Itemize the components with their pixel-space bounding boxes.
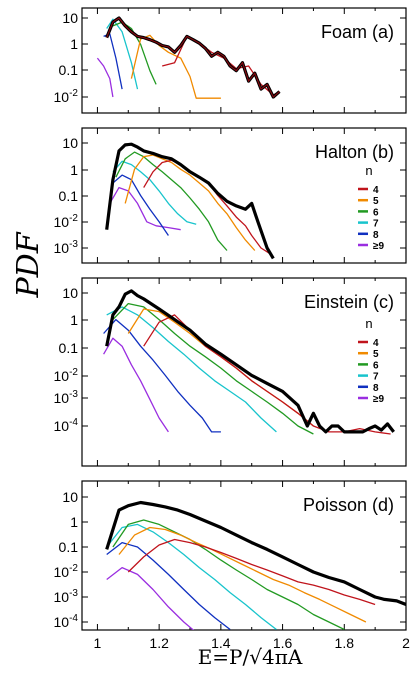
series-group xyxy=(96,16,281,99)
x-axis-label: E=P/√4πA xyxy=(198,645,303,669)
panel-title: Poisson (d) xyxy=(303,495,394,515)
series-line-n6 xyxy=(115,151,228,251)
series-line-all xyxy=(105,289,395,434)
y-tick-label: 1 xyxy=(70,312,78,328)
y-tick-label: 10 xyxy=(62,135,78,151)
y-tick-label: 10-3 xyxy=(54,239,79,256)
legend-entry: 8 xyxy=(373,230,379,241)
y-tick-label: 0.1 xyxy=(59,62,79,78)
y-tick-label: 0.1 xyxy=(59,188,79,204)
series-line-n4 xyxy=(143,314,391,435)
series-line-n9 xyxy=(106,566,195,630)
panel-title: Einstein (c) xyxy=(304,292,394,312)
series-line-n8 xyxy=(103,33,123,90)
y-tick-label: 10-2 xyxy=(54,367,79,384)
panels: 10 1 0.1 10-2 Foam (a) 10 1 0.1 10-2 10-3 Halton (… xyxy=(54,7,407,631)
y-axis-label: PDF xyxy=(11,231,46,298)
panel-4: 10 1 0.1 10-2 10-3 10-4 Poisson (d) xyxy=(54,480,407,631)
series-line-n8 xyxy=(112,174,169,236)
legend-entry: 8 xyxy=(373,383,379,394)
y-tick-label: 1 xyxy=(70,162,78,178)
series-line-n6 xyxy=(112,302,314,435)
series-line-n9 xyxy=(103,337,169,433)
plot-frame xyxy=(81,277,407,467)
legend-entry: 6 xyxy=(373,207,379,218)
y-tick-label: 10-3 xyxy=(54,588,79,605)
legend-entry: 4 xyxy=(373,185,379,196)
panel-1: 10 1 0.1 10-2 Foam (a) xyxy=(54,7,407,114)
y-tick-label: 10-2 xyxy=(54,213,79,230)
plot-frame xyxy=(81,7,407,114)
legend-title: n xyxy=(365,316,372,331)
series-line-n4 xyxy=(143,159,271,255)
panel-title: Foam (a) xyxy=(321,22,394,42)
series-line-n6 xyxy=(112,519,345,630)
series-line-n7 xyxy=(112,160,197,225)
legend-entry: 5 xyxy=(373,196,379,207)
x-tick-label: 1.2 xyxy=(149,635,169,651)
y-tick-label: 10-2 xyxy=(54,88,79,105)
x-tick-label: 1 xyxy=(94,635,102,651)
series-line-n5 xyxy=(118,526,367,623)
series-group xyxy=(105,142,275,260)
series-line-n4 xyxy=(127,538,376,606)
plot-frame xyxy=(81,480,407,631)
legend-entry: 6 xyxy=(373,360,379,371)
legend-entry: ≥9 xyxy=(373,241,384,252)
y-tick-label: 1 xyxy=(70,514,78,530)
y-tick-label: 10-3 xyxy=(54,389,79,406)
series-line-n7 xyxy=(106,306,277,433)
x-tick-labels: 1 1.2 1.4 1.6 1.8 2 xyxy=(94,635,411,651)
legend-entry: 7 xyxy=(373,219,379,230)
y-tick-label: 0.1 xyxy=(59,340,79,356)
series-group xyxy=(105,500,406,630)
legend-entry: 4 xyxy=(373,338,379,349)
series-line-n7 xyxy=(106,523,277,630)
y-tick-label: 10-4 xyxy=(54,613,79,630)
series-line-n5 xyxy=(130,34,221,99)
series-group xyxy=(103,289,395,435)
y-tick-label: 0.1 xyxy=(59,539,79,555)
legend-entry: 5 xyxy=(373,349,379,360)
x-tick-label: 2 xyxy=(402,635,410,651)
y-tick-label: 10-2 xyxy=(54,563,79,580)
y-tick-label: 10-4 xyxy=(54,417,79,434)
x-tick-label: 1.4 xyxy=(211,635,231,651)
y-tick-label: 10 xyxy=(62,10,78,26)
y-tick-label: 1 xyxy=(70,36,78,52)
legend-title: n xyxy=(365,163,372,178)
series-line-n8 xyxy=(106,541,231,630)
legend-entry: 7 xyxy=(373,372,379,383)
series-line-overlay xyxy=(106,17,280,98)
y-tick-label: 10 xyxy=(62,285,78,301)
series-line-n5 xyxy=(124,154,256,251)
x-tick-label: 1.8 xyxy=(335,635,355,651)
series-line-all xyxy=(105,500,406,606)
x-tick-label: 1.6 xyxy=(273,635,293,651)
series-line-n9 xyxy=(96,57,114,98)
series-line-all xyxy=(105,142,275,260)
series-line-n9 xyxy=(109,186,181,231)
series-line-n8 xyxy=(103,318,221,433)
legend-entry: ≥9 xyxy=(373,394,384,405)
panel-title: Halton (b) xyxy=(315,142,394,162)
y-tick-label: 10 xyxy=(62,489,78,505)
